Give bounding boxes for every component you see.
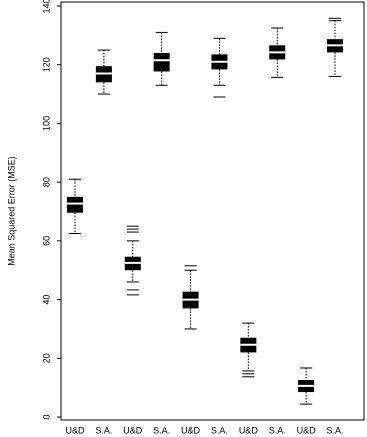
- plot-frame: [60, 1, 365, 421]
- x-tick-label: U&D: [181, 425, 201, 435]
- x-tick-label: S.A.: [211, 425, 228, 435]
- x-tick-label: S.A.: [269, 425, 286, 435]
- y-tick-label: 60: [41, 236, 51, 246]
- x-tick-label: U&D: [65, 425, 85, 435]
- y-tick-label: 140: [41, 0, 51, 14]
- x-tick-label: U&D: [297, 425, 317, 435]
- x-tick-label: S.A.: [95, 425, 112, 435]
- y-tick-label: 100: [41, 116, 51, 131]
- box: [67, 196, 83, 213]
- x-tick-label: S.A.: [153, 425, 170, 435]
- x-tick-label: S.A.: [326, 425, 343, 435]
- x-tick-label: U&D: [239, 425, 259, 435]
- y-axis-label: Mean Squared Error (MSE): [6, 156, 16, 266]
- y-tick-label: 20: [41, 353, 51, 363]
- y-tick-label: 120: [41, 57, 51, 72]
- box: [153, 52, 170, 72]
- y-tick-label: 0: [41, 414, 51, 419]
- y-tick-label: 40: [41, 295, 51, 305]
- y-tick-label: 80: [41, 177, 51, 187]
- x-tick-label: U&D: [123, 425, 143, 435]
